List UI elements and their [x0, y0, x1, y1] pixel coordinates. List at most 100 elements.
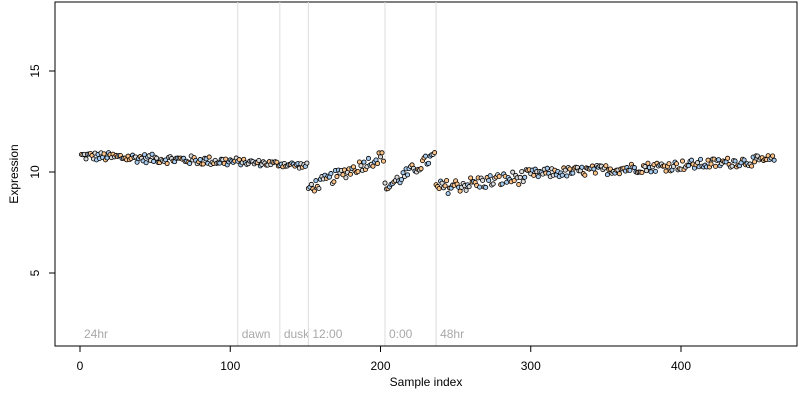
data-point [311, 188, 317, 194]
data-point [445, 191, 451, 197]
data-point [436, 186, 442, 192]
y-tick-label: 10 [28, 165, 42, 179]
data-point [570, 170, 576, 176]
data-point [652, 168, 658, 174]
data-point [426, 160, 432, 166]
data-point [716, 157, 722, 163]
data-point [143, 160, 149, 166]
data-point [480, 177, 486, 183]
data-point [511, 178, 517, 184]
guide-label: dusk [284, 327, 310, 341]
data-point [770, 153, 776, 159]
data-point [151, 158, 157, 164]
plot-frame [54, 1, 798, 347]
data-point [347, 171, 353, 177]
data-point [582, 172, 588, 178]
x-tick-label: 200 [370, 359, 390, 373]
data-point [444, 178, 450, 184]
data-point [741, 157, 747, 163]
data-point [466, 184, 472, 190]
data-point [164, 161, 170, 167]
data-point [559, 172, 565, 178]
data-point [604, 172, 610, 178]
guide-label: 48hr [440, 327, 464, 341]
data-point [749, 163, 755, 169]
x-axis: 0 100 200 300 400 [77, 345, 691, 373]
data-point [616, 171, 622, 177]
data-point [187, 160, 193, 166]
data-points [79, 150, 777, 197]
data-point [355, 169, 361, 175]
y-axis-title: Expression [7, 144, 21, 203]
data-point [340, 172, 346, 178]
guide-label: 24hr [84, 327, 108, 341]
data-point [725, 155, 731, 161]
data-point [331, 179, 337, 185]
data-point [256, 157, 262, 163]
data-point [673, 161, 679, 167]
x-tick-label: 400 [671, 359, 691, 373]
data-point [200, 161, 206, 167]
data-point [771, 157, 777, 163]
data-point [631, 165, 637, 171]
data-point [564, 173, 570, 179]
data-point [377, 154, 383, 160]
x-axis-title: Sample index [390, 375, 463, 389]
data-point [567, 166, 573, 172]
data-point [643, 168, 649, 174]
y-tick-label: 15 [28, 64, 42, 78]
data-point [698, 156, 704, 162]
x-tick-label: 0 [77, 359, 84, 373]
data-point [399, 177, 405, 183]
data-point [663, 168, 669, 174]
data-point [423, 153, 429, 159]
data-point [418, 166, 424, 172]
data-point [343, 175, 349, 181]
guide-label: 0:00 [389, 327, 413, 341]
x-tick-label: 100 [220, 359, 240, 373]
data-point [432, 150, 438, 156]
data-point [197, 157, 203, 163]
data-point [328, 171, 334, 177]
data-point [316, 185, 322, 191]
data-point [705, 157, 711, 163]
data-point [379, 150, 385, 156]
data-point [206, 154, 212, 160]
y-axis: 5 10 15 [28, 64, 56, 276]
guide-label: 12:00 [312, 327, 342, 341]
data-point [334, 174, 340, 180]
data-point [496, 173, 502, 179]
data-point [350, 164, 356, 170]
data-point [544, 165, 550, 171]
data-point [627, 167, 633, 173]
data-point [101, 151, 107, 157]
data-point [304, 160, 310, 166]
data-point [670, 163, 676, 169]
data-point [358, 163, 364, 169]
data-point [380, 158, 386, 164]
data-point [510, 169, 516, 175]
data-point [592, 170, 598, 176]
data-point [516, 182, 522, 188]
data-point [313, 178, 319, 184]
data-point [639, 170, 645, 176]
data-point [519, 169, 525, 175]
data-point [439, 180, 445, 186]
data-point [463, 187, 469, 193]
data-point [487, 173, 493, 179]
data-point [708, 161, 714, 167]
data-point [531, 172, 537, 178]
data-point [680, 158, 686, 164]
data-point [689, 157, 695, 163]
data-point [729, 163, 735, 169]
data-point [686, 163, 692, 169]
data-point [666, 161, 672, 167]
data-point [83, 156, 89, 162]
data-point [732, 158, 738, 164]
data-point [374, 161, 380, 167]
data-point [490, 181, 496, 187]
data-point [483, 184, 489, 190]
data-point [535, 174, 541, 180]
data-point [648, 169, 654, 175]
